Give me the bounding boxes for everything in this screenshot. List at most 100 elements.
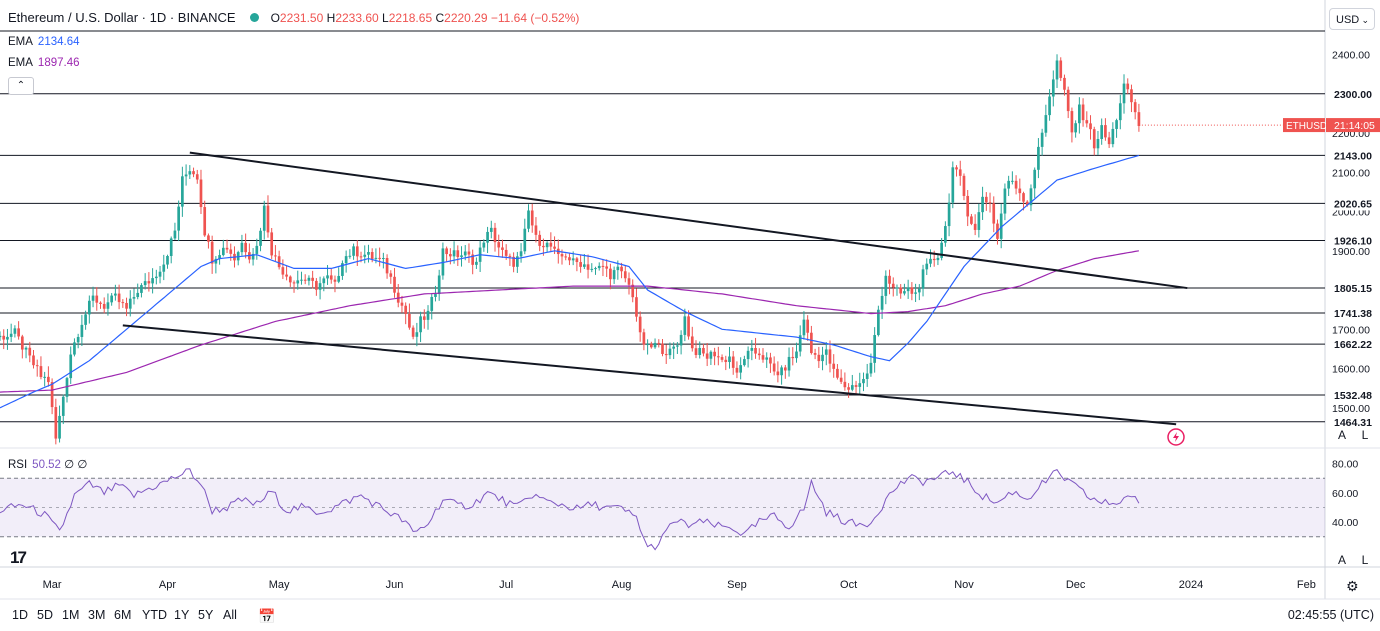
symbol-tag-bg <box>1283 118 1325 133</box>
candle-body <box>649 344 653 348</box>
candle-body <box>720 357 724 360</box>
price-tick-label: 2400.00 <box>1332 50 1370 62</box>
candle-body <box>519 251 523 257</box>
candle-body <box>54 407 58 439</box>
candle-body <box>1066 89 1070 112</box>
candle-body <box>802 319 806 336</box>
candle-body <box>530 210 534 226</box>
candle-body <box>884 275 888 296</box>
candle-body <box>80 324 84 337</box>
time-axis-label: Sep <box>727 579 747 591</box>
high-label: H <box>326 10 336 25</box>
candle-body <box>244 242 247 253</box>
candle-body <box>326 275 329 279</box>
timeframe-5d[interactable]: 5D <box>37 608 53 622</box>
candle-body <box>728 356 731 363</box>
candle-body <box>921 269 925 289</box>
timeframe-3m[interactable]: 3M <box>88 608 106 622</box>
timeframe-6m[interactable]: 6M <box>114 608 132 622</box>
utc-clock[interactable]: 02:45:55 (UTC) <box>1287 608 1374 622</box>
candle-body <box>1022 193 1025 202</box>
candle-body <box>746 350 750 360</box>
candle-body <box>750 347 754 351</box>
candle-body <box>1051 79 1055 97</box>
candle-body <box>486 231 489 243</box>
candle-body <box>1048 96 1051 116</box>
candle-body <box>422 316 426 320</box>
candle-body <box>1092 129 1096 149</box>
candle-body <box>865 373 869 379</box>
candle-body <box>315 280 318 290</box>
candle-body <box>914 292 917 294</box>
candle-body <box>1003 188 1007 214</box>
candle-body <box>1055 60 1059 80</box>
candle-body <box>35 365 39 367</box>
time-axis-label: Nov <box>954 579 974 591</box>
price-log-button[interactable]: L <box>1361 428 1369 442</box>
level-tag-label: 1464.31 <box>1334 417 1372 429</box>
candle-body <box>192 171 195 175</box>
candle-body <box>218 255 221 259</box>
level-tag-label: 1662.22 <box>1334 339 1372 351</box>
candle-body <box>1118 103 1122 121</box>
level-tag-label: 1741.38 <box>1334 308 1372 320</box>
candle-body <box>188 171 192 175</box>
candle-body <box>370 251 374 259</box>
candle-body <box>143 281 147 286</box>
candle-body <box>620 266 623 272</box>
candle-body <box>594 268 597 270</box>
rsi-legend[interactable]: RSI 50.52 ∅ ∅ <box>8 457 87 471</box>
candle-body <box>683 316 687 335</box>
candle-body <box>1044 115 1048 133</box>
timeframe-1d[interactable]: 1D <box>12 608 28 622</box>
candle-body <box>47 376 50 383</box>
candle-body <box>158 271 162 277</box>
rsi-auto-button[interactable]: A <box>1337 553 1346 567</box>
candle-body <box>623 271 627 279</box>
level-tag-label: 2300.00 <box>1334 89 1372 101</box>
candle-body <box>769 357 772 364</box>
candle-body <box>288 276 292 283</box>
candle-body <box>702 347 705 354</box>
timeframe-1y[interactable]: 1Y <box>174 608 190 622</box>
ohlc-values: O2231.50 H2233.60 L2218.65 C2220.29 −11.… <box>271 11 580 25</box>
collapse-indicators-button[interactable]: ⌃ <box>8 77 34 95</box>
candle-body <box>1074 123 1077 133</box>
candle-body <box>906 287 910 292</box>
candle-body <box>869 362 873 374</box>
timeframe-ytd[interactable]: YTD <box>142 608 167 622</box>
candle-body <box>91 295 95 301</box>
candle-body <box>154 276 158 279</box>
candle-body <box>456 250 460 258</box>
timeframe-1m[interactable]: 1M <box>62 608 80 622</box>
candle-body <box>489 227 493 232</box>
rsi-log-button[interactable]: L <box>1361 553 1369 567</box>
gear-icon[interactable]: ⚙ <box>1346 578 1359 594</box>
candle-body <box>664 353 668 356</box>
candle-body <box>888 275 891 284</box>
ema-slow-legend[interactable]: EMA 1897.46 <box>8 57 80 69</box>
candle-body <box>95 295 99 303</box>
timeframe-5y[interactable]: 5Y <box>198 608 214 622</box>
date-range-icon[interactable]: 📅 <box>258 608 276 624</box>
symbol-title[interactable]: Ethereum / U.S. Dollar · 1D · BINANCE <box>8 10 236 25</box>
candle-body <box>836 368 839 378</box>
candle-body <box>653 342 657 348</box>
ema-slow-label: EMA <box>8 57 33 69</box>
timeframe-all[interactable]: All <box>223 608 237 622</box>
ema-fast-legend[interactable]: EMA 2134.64 <box>8 36 80 48</box>
currency-select[interactable]: USD ⌄ <box>1329 8 1375 30</box>
candle-body <box>597 265 601 269</box>
candle-body <box>303 279 307 281</box>
candle-body <box>891 283 895 288</box>
candle-body <box>214 258 218 264</box>
time-axis-label: 2024 <box>1179 579 1203 591</box>
high-value: 2233.60 <box>335 10 379 25</box>
level-tag-label: 1532.48 <box>1334 390 1372 402</box>
candle-body <box>300 279 303 281</box>
candle-body <box>1033 169 1037 189</box>
candle-body <box>601 265 605 267</box>
price-auto-button[interactable]: A <box>1337 428 1346 442</box>
candle-body <box>65 378 69 397</box>
